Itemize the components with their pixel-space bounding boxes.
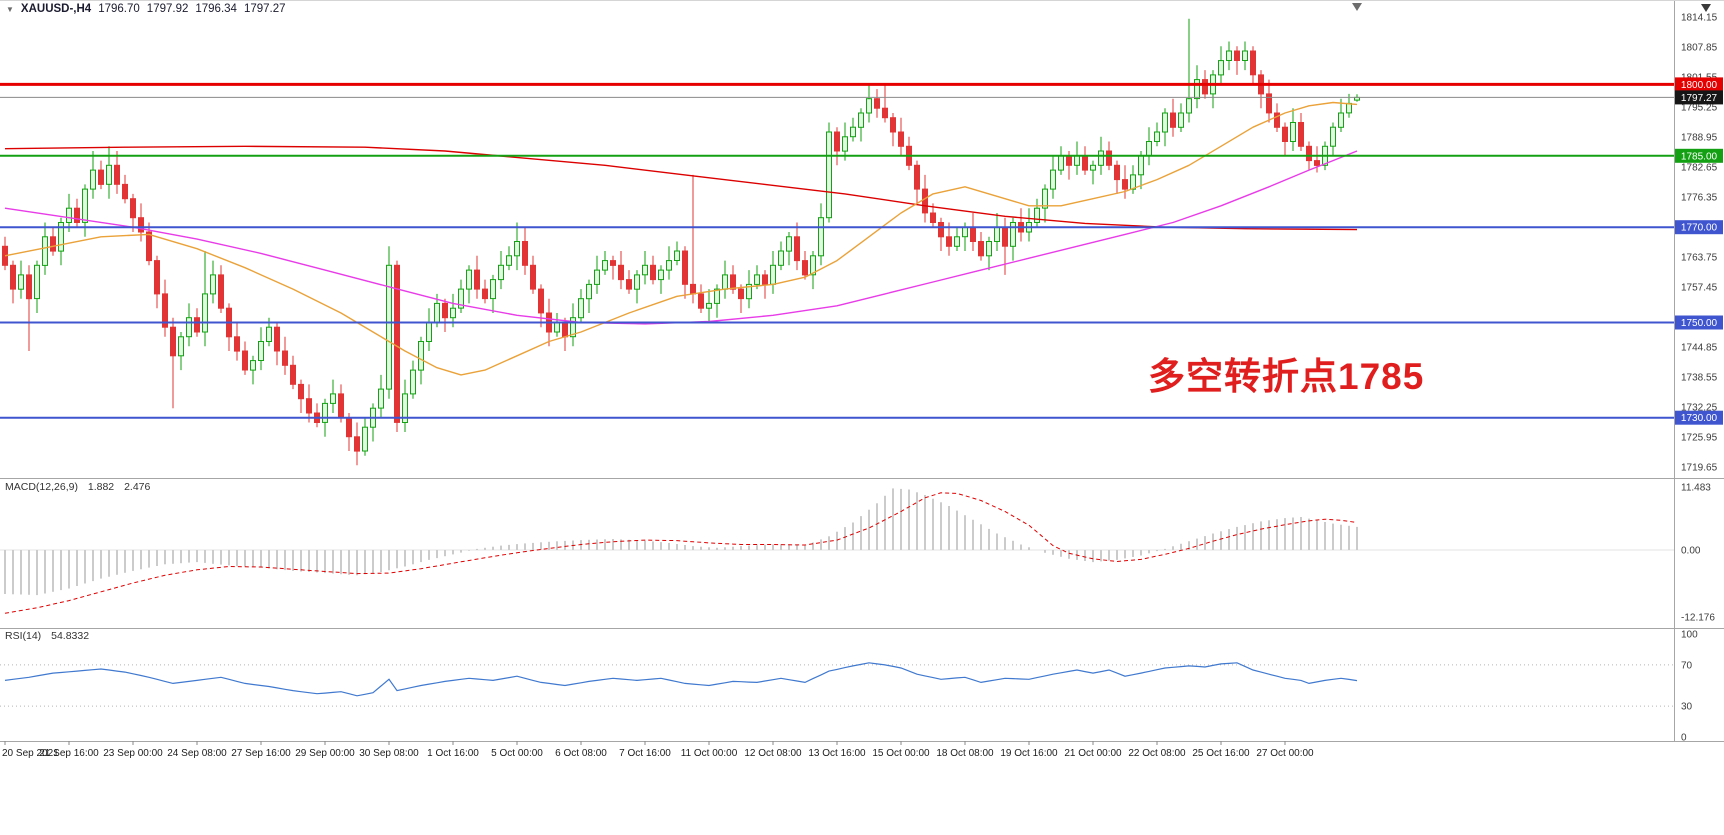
rsi-indicator-label: RSI(14) 54.8332 — [5, 630, 96, 642]
panel-separators — [0, 0, 1724, 742]
chart-shift-marker-icon[interactable] — [1352, 3, 1362, 11]
svg-text:1795.25: 1795.25 — [1681, 103, 1718, 114]
svg-text:70: 70 — [1681, 660, 1693, 671]
close-value: 1797.27 — [243, 3, 286, 15]
ma-mid[interactable] — [4, 150, 1358, 325]
svg-text:19 Oct 16:00: 19 Oct 16:00 — [1000, 748, 1058, 759]
svg-text:1730.00: 1730.00 — [1681, 413, 1718, 424]
rsi-name: RSI(14) — [5, 630, 42, 642]
macd-signal-value: 2.476 — [124, 481, 151, 493]
ohlc-header: ▼ XAUUSD-,H4 1796.70 1797.92 1796.34 179… — [6, 3, 286, 15]
svg-text:11.483: 11.483 — [1681, 482, 1711, 493]
svg-text:30 Sep 08:00: 30 Sep 08:00 — [359, 748, 419, 759]
svg-text:1785.00: 1785.00 — [1681, 151, 1718, 162]
svg-text:5 Oct 00:00: 5 Oct 00:00 — [491, 748, 543, 759]
svg-text:1 Oct 16:00: 1 Oct 16:00 — [427, 748, 479, 759]
scroll-end-marker-icon — [1701, 4, 1711, 12]
svg-text:7 Oct 16:00: 7 Oct 16:00 — [619, 748, 671, 759]
svg-text:6 Oct 08:00: 6 Oct 08:00 — [555, 748, 607, 759]
svg-text:18 Oct 08:00: 18 Oct 08:00 — [936, 748, 994, 759]
svg-text:1725.95: 1725.95 — [1681, 433, 1718, 444]
svg-text:1788.95: 1788.95 — [1681, 133, 1718, 144]
svg-text:1757.45: 1757.45 — [1681, 283, 1718, 294]
svg-text:24 Sep 08:00: 24 Sep 08:00 — [167, 748, 227, 759]
svg-text:100: 100 — [1681, 630, 1698, 641]
svg-text:1814.15: 1814.15 — [1681, 13, 1718, 24]
svg-text:1800.00: 1800.00 — [1681, 80, 1718, 91]
symbol-period-label: XAUUSD-,H4 — [20, 3, 92, 15]
svg-text:21 Oct 00:00: 21 Oct 00:00 — [1064, 748, 1122, 759]
svg-text:1782.65: 1782.65 — [1681, 163, 1718, 174]
svg-text:30: 30 — [1681, 702, 1693, 713]
svg-text:21 Sep 16:00: 21 Sep 16:00 — [39, 748, 99, 759]
macd-main-value: 1.882 — [87, 481, 115, 493]
svg-text:27 Oct 00:00: 27 Oct 00:00 — [1256, 748, 1314, 759]
macd-indicator-label: MACD(12,26,9) 1.882 2.476 — [5, 481, 157, 493]
svg-text:15 Oct 00:00: 15 Oct 00:00 — [872, 748, 930, 759]
high-value: 1797.92 — [146, 3, 189, 15]
svg-text:1738.55: 1738.55 — [1681, 373, 1718, 384]
svg-text:1776.35: 1776.35 — [1681, 193, 1718, 204]
price-label-1770.00 — [1675, 220, 1723, 235]
macd-name: MACD(12,26,9) — [5, 481, 78, 493]
svg-text:11 Oct 00:00: 11 Oct 00:00 — [681, 748, 738, 759]
price-label-1750.00 — [1675, 315, 1723, 330]
svg-text:1719.65: 1719.65 — [1681, 463, 1718, 474]
svg-text:22 Oct 08:00: 22 Oct 08:00 — [1128, 748, 1186, 759]
svg-text:-12.176: -12.176 — [1681, 613, 1715, 624]
rsi-value: 54.8332 — [51, 630, 90, 642]
svg-text:12 Oct 08:00: 12 Oct 08:00 — [744, 748, 802, 759]
macd-signal-line — [4, 492, 1358, 614]
price-label-1730.00 — [1675, 410, 1723, 425]
svg-text:1732.25: 1732.25 — [1681, 403, 1718, 414]
svg-text:1744.85: 1744.85 — [1681, 343, 1718, 354]
svg-text:29 Sep 00:00: 29 Sep 00:00 — [295, 748, 355, 759]
svg-text:23 Sep 00:00: 23 Sep 00:00 — [103, 748, 163, 759]
svg-text:25 Oct 16:00: 25 Oct 16:00 — [1192, 748, 1250, 759]
candlestick-series[interactable] — [2, 18, 1360, 466]
ma-lines — [4, 101, 1358, 376]
svg-text:1763.75: 1763.75 — [1681, 253, 1718, 264]
svg-text:20 Sep 2021: 20 Sep 2021 — [2, 748, 59, 759]
rsi-line — [4, 662, 1358, 697]
price-label-1800.00 — [1675, 77, 1723, 92]
svg-text:1797.27: 1797.27 — [1681, 93, 1718, 104]
ma-slow[interactable] — [4, 145, 1358, 231]
price-label-1785.00 — [1675, 148, 1723, 163]
chart-annotation-text[interactable]: 多空转折点1785 — [1148, 356, 1425, 397]
current-price-label — [1675, 90, 1723, 105]
svg-text:1807.85: 1807.85 — [1681, 43, 1718, 54]
svg-text:13 Oct 16:00: 13 Oct 16:00 — [808, 748, 866, 759]
rsi-panel[interactable]: 100 70 30 0 — [0, 630, 1698, 744]
svg-text:27 Sep 16:00: 27 Sep 16:00 — [231, 748, 291, 759]
open-value: 1796.70 — [98, 3, 140, 15]
svg-text:1770.00: 1770.00 — [1681, 223, 1718, 234]
one-click-trading-arrow-icon[interactable]: ▼ — [6, 4, 14, 14]
svg-text:1750.00: 1750.00 — [1681, 318, 1718, 329]
svg-text:0: 0 — [1681, 733, 1687, 744]
svg-text:0.00: 0.00 — [1681, 546, 1701, 557]
price-axis[interactable]: 1814.151807.851801.551795.251788.951782.… — [1675, 13, 1723, 474]
ma-fast[interactable] — [4, 101, 1358, 376]
horizontal-lines[interactable] — [0, 82, 1674, 419]
macd-panel[interactable]: 11.483 0.00 -12.176 — [0, 482, 1715, 624]
low-value: 1796.34 — [195, 3, 237, 15]
